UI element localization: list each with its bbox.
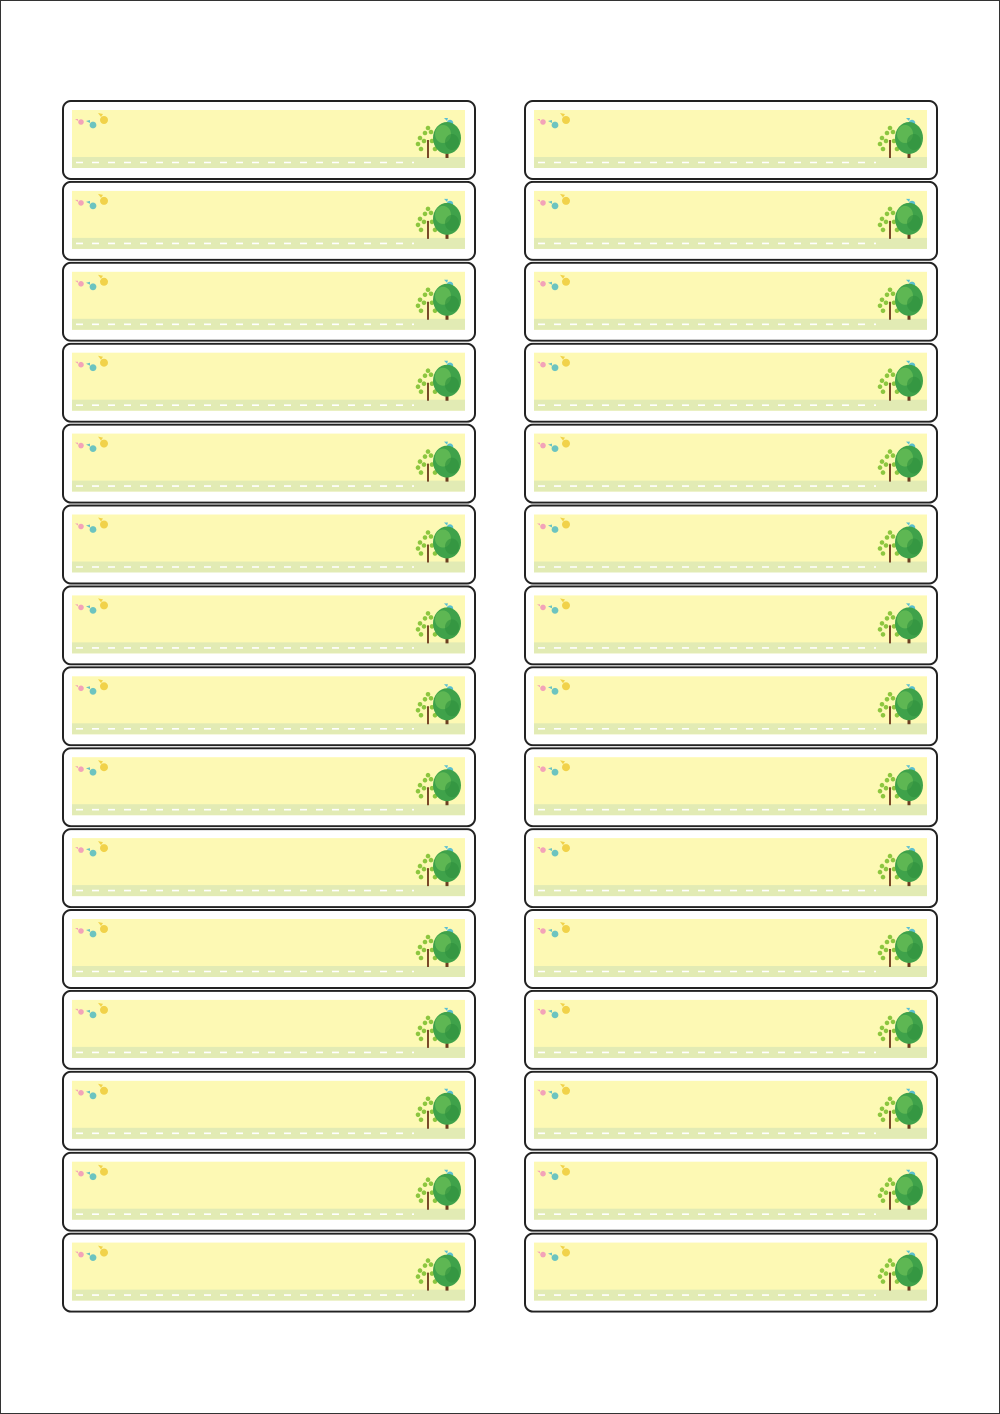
blank-label bbox=[524, 423, 938, 504]
blank-label bbox=[62, 100, 476, 180]
blank-label bbox=[524, 504, 938, 585]
blank-label bbox=[524, 1070, 938, 1151]
blank-label bbox=[62, 585, 476, 666]
blank-label bbox=[62, 828, 476, 909]
blank-label bbox=[62, 1232, 476, 1313]
blank-label bbox=[62, 747, 476, 828]
blank-label bbox=[62, 989, 476, 1070]
blank-label bbox=[524, 989, 938, 1070]
blank-label bbox=[524, 100, 938, 180]
blank-label bbox=[524, 585, 938, 666]
blank-label bbox=[524, 666, 938, 747]
blank-label bbox=[62, 1151, 476, 1232]
blank-label bbox=[524, 1232, 938, 1313]
blank-label bbox=[62, 909, 476, 989]
blank-label bbox=[62, 1070, 476, 1151]
blank-label bbox=[62, 423, 476, 504]
blank-label bbox=[62, 666, 476, 747]
blank-label bbox=[524, 747, 938, 828]
blank-label bbox=[62, 180, 476, 261]
blank-label bbox=[524, 909, 938, 989]
blank-label bbox=[62, 342, 476, 423]
blank-label bbox=[524, 828, 938, 909]
blank-label bbox=[524, 342, 938, 423]
blank-label bbox=[524, 180, 938, 261]
blank-label bbox=[524, 261, 938, 342]
blank-label bbox=[62, 504, 476, 585]
blank-label bbox=[524, 1151, 938, 1232]
blank-label bbox=[62, 261, 476, 342]
